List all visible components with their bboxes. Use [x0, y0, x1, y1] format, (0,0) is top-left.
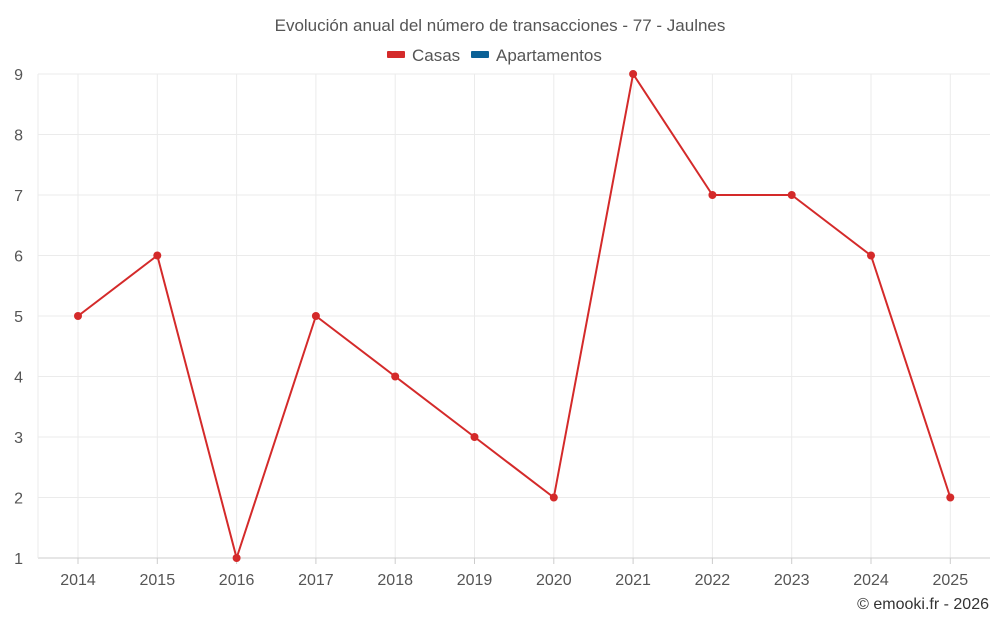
data-point[interactable]	[470, 433, 479, 441]
x-axis-ticks: 2014 2015 2016 2017 2018 2019 2020 2021 2022 2023…	[60, 572, 968, 589]
series	[74, 70, 955, 562]
legend-label-casas: Casas	[412, 46, 460, 65]
y-tick-label: 8	[14, 128, 23, 145]
y-tick-label: 4	[14, 370, 23, 387]
x-tick-label: 2020	[536, 572, 572, 589]
y-tick-label: 2	[14, 491, 23, 508]
legend: Casas Apartamentos	[387, 46, 602, 65]
data-point[interactable]	[549, 493, 558, 502]
y-tick-label: 6	[14, 249, 23, 266]
y-tick-label: 7	[14, 188, 23, 205]
credit-text: © emooki.fr - 2026	[857, 596, 989, 613]
data-point[interactable]	[311, 312, 320, 320]
data-point[interactable]	[946, 493, 955, 502]
data-point[interactable]	[708, 191, 717, 199]
data-point[interactable]	[153, 251, 162, 260]
data-point[interactable]	[867, 251, 875, 260]
legend-label-apartamentos: Apartamentos	[496, 46, 602, 65]
series-line-casas	[77, 73, 952, 559]
y-tick-label: 9	[14, 67, 23, 84]
y-tick-label: 1	[14, 551, 23, 568]
x-tick-label: 2023	[774, 572, 810, 589]
x-tick-label: 2021	[615, 572, 651, 589]
chart-title: Evolución anual del número de transaccio…	[275, 16, 726, 35]
data-point[interactable]	[629, 70, 638, 78]
legend-swatch-casas	[387, 51, 405, 58]
data-point[interactable]	[787, 191, 796, 199]
data-point[interactable]	[74, 312, 82, 320]
data-point[interactable]	[391, 372, 400, 381]
x-tick-label: 2014	[60, 572, 96, 589]
x-tick-label: 2016	[219, 572, 255, 589]
x-tick-label: 2018	[377, 572, 413, 589]
x-tick-label: 2022	[695, 572, 731, 589]
x-tick-label: 2024	[853, 572, 889, 589]
x-tick-label: 2019	[457, 572, 493, 589]
grid	[38, 73, 990, 558]
legend-swatch-apartamentos	[471, 51, 489, 58]
data-point[interactable]	[232, 554, 241, 562]
axes	[37, 74, 990, 564]
x-tick-label: 2017	[298, 572, 334, 589]
x-tick-label: 2025	[933, 572, 969, 589]
y-tick-label: 3	[14, 430, 23, 447]
y-axis-ticks: 1 2 3 4 5 6 7 8 9	[14, 67, 23, 568]
y-tick-label: 5	[14, 309, 23, 326]
x-tick-label: 2015	[140, 572, 176, 589]
